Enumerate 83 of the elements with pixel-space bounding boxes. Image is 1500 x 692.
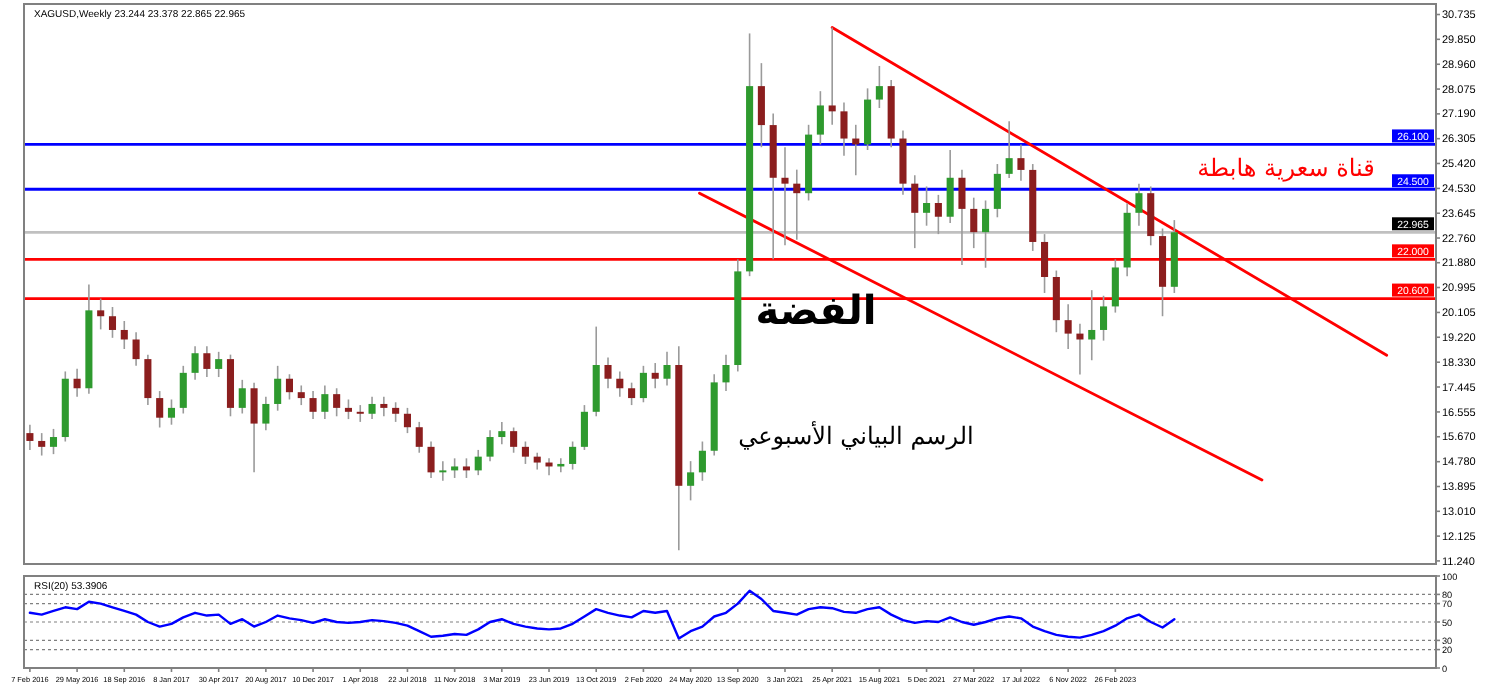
- candlestick: [946, 149, 954, 224]
- candlestick: [1052, 269, 1060, 334]
- candlestick: [1135, 182, 1143, 227]
- candlestick: [698, 440, 706, 482]
- candlestick: [356, 404, 364, 423]
- candlestick: [380, 395, 388, 418]
- line-series: [28, 589, 1176, 640]
- candlestick: [427, 440, 435, 479]
- candlestick: [1088, 289, 1096, 362]
- candlestick: [958, 168, 966, 266]
- candlestick: [651, 362, 659, 390]
- candlestick: [911, 174, 919, 249]
- candlestick: [26, 423, 34, 451]
- candlestick: [1111, 258, 1119, 314]
- candlestick: [415, 421, 423, 454]
- candlestick: [1017, 143, 1025, 182]
- candlestick: [781, 146, 789, 247]
- candlestick: [569, 440, 577, 471]
- candlestick: [580, 404, 588, 451]
- candlestick: [1041, 233, 1049, 294]
- candlestick: [250, 381, 258, 474]
- candlestick: [462, 457, 470, 479]
- candlestick: [297, 384, 305, 406]
- candlestick: [191, 345, 199, 381]
- candlestick: [285, 373, 293, 401]
- candlestick: [1100, 294, 1108, 342]
- candlestick: [840, 101, 848, 157]
- candlestick: [604, 356, 612, 390]
- candlestick: [486, 429, 494, 462]
- candlestick: [38, 432, 46, 457]
- candlestick: [899, 129, 907, 196]
- candlestick: [321, 384, 329, 420]
- candlestick: [215, 351, 223, 378]
- candlestick: [1147, 185, 1155, 247]
- candlestick: [982, 199, 990, 269]
- candlestick: [309, 390, 317, 420]
- candlestick: [179, 365, 187, 415]
- candlestick: [108, 306, 117, 339]
- candlestick: [864, 87, 872, 151]
- candlestick: [828, 26, 836, 126]
- candlestick: [875, 65, 883, 109]
- candlestick: [262, 395, 270, 432]
- candlestick: [156, 390, 164, 429]
- candlestick: [757, 62, 765, 149]
- candlestick: [167, 398, 176, 426]
- candlestick: [333, 387, 341, 418]
- candlestick: [97, 297, 105, 331]
- candlestick: [132, 331, 140, 367]
- candlestick: [144, 353, 152, 406]
- candlestick: [344, 398, 352, 420]
- candlestick: [993, 163, 1001, 219]
- candlestick: [238, 379, 246, 415]
- candlestick: [1005, 120, 1013, 179]
- candlestick: [403, 407, 411, 434]
- candlestick: [474, 449, 482, 476]
- candlestick: [1064, 303, 1072, 350]
- candlestick: [274, 365, 282, 412]
- candlestick: [923, 185, 931, 227]
- candlestick: [439, 460, 447, 482]
- candlestick: [970, 196, 978, 249]
- candlestick: [451, 457, 459, 479]
- candlestick: [628, 381, 636, 406]
- candlestick: [592, 325, 600, 418]
- annotation: الرسم البياني الأسبوعي: [738, 420, 974, 450]
- annotation: الفضة: [755, 286, 877, 334]
- candlestick: [392, 401, 400, 423]
- candlestick: [120, 320, 128, 350]
- candlestick: [722, 353, 730, 392]
- candlestick: [687, 460, 695, 502]
- candlestick: [816, 90, 824, 146]
- candlestick: [934, 194, 942, 235]
- annotation: قناة سعرية هابطة: [1197, 154, 1375, 182]
- candlestick: [616, 370, 624, 398]
- candlestick: [639, 365, 647, 404]
- candlestick: [663, 351, 671, 387]
- candlestick: [498, 421, 506, 446]
- candlestick: [203, 345, 211, 378]
- candlestick: [49, 428, 58, 455]
- candlestick: [73, 367, 81, 398]
- candlestick: [521, 440, 529, 465]
- candlestick: [368, 395, 376, 420]
- candlestick: [793, 168, 801, 241]
- candlestick: [510, 426, 518, 454]
